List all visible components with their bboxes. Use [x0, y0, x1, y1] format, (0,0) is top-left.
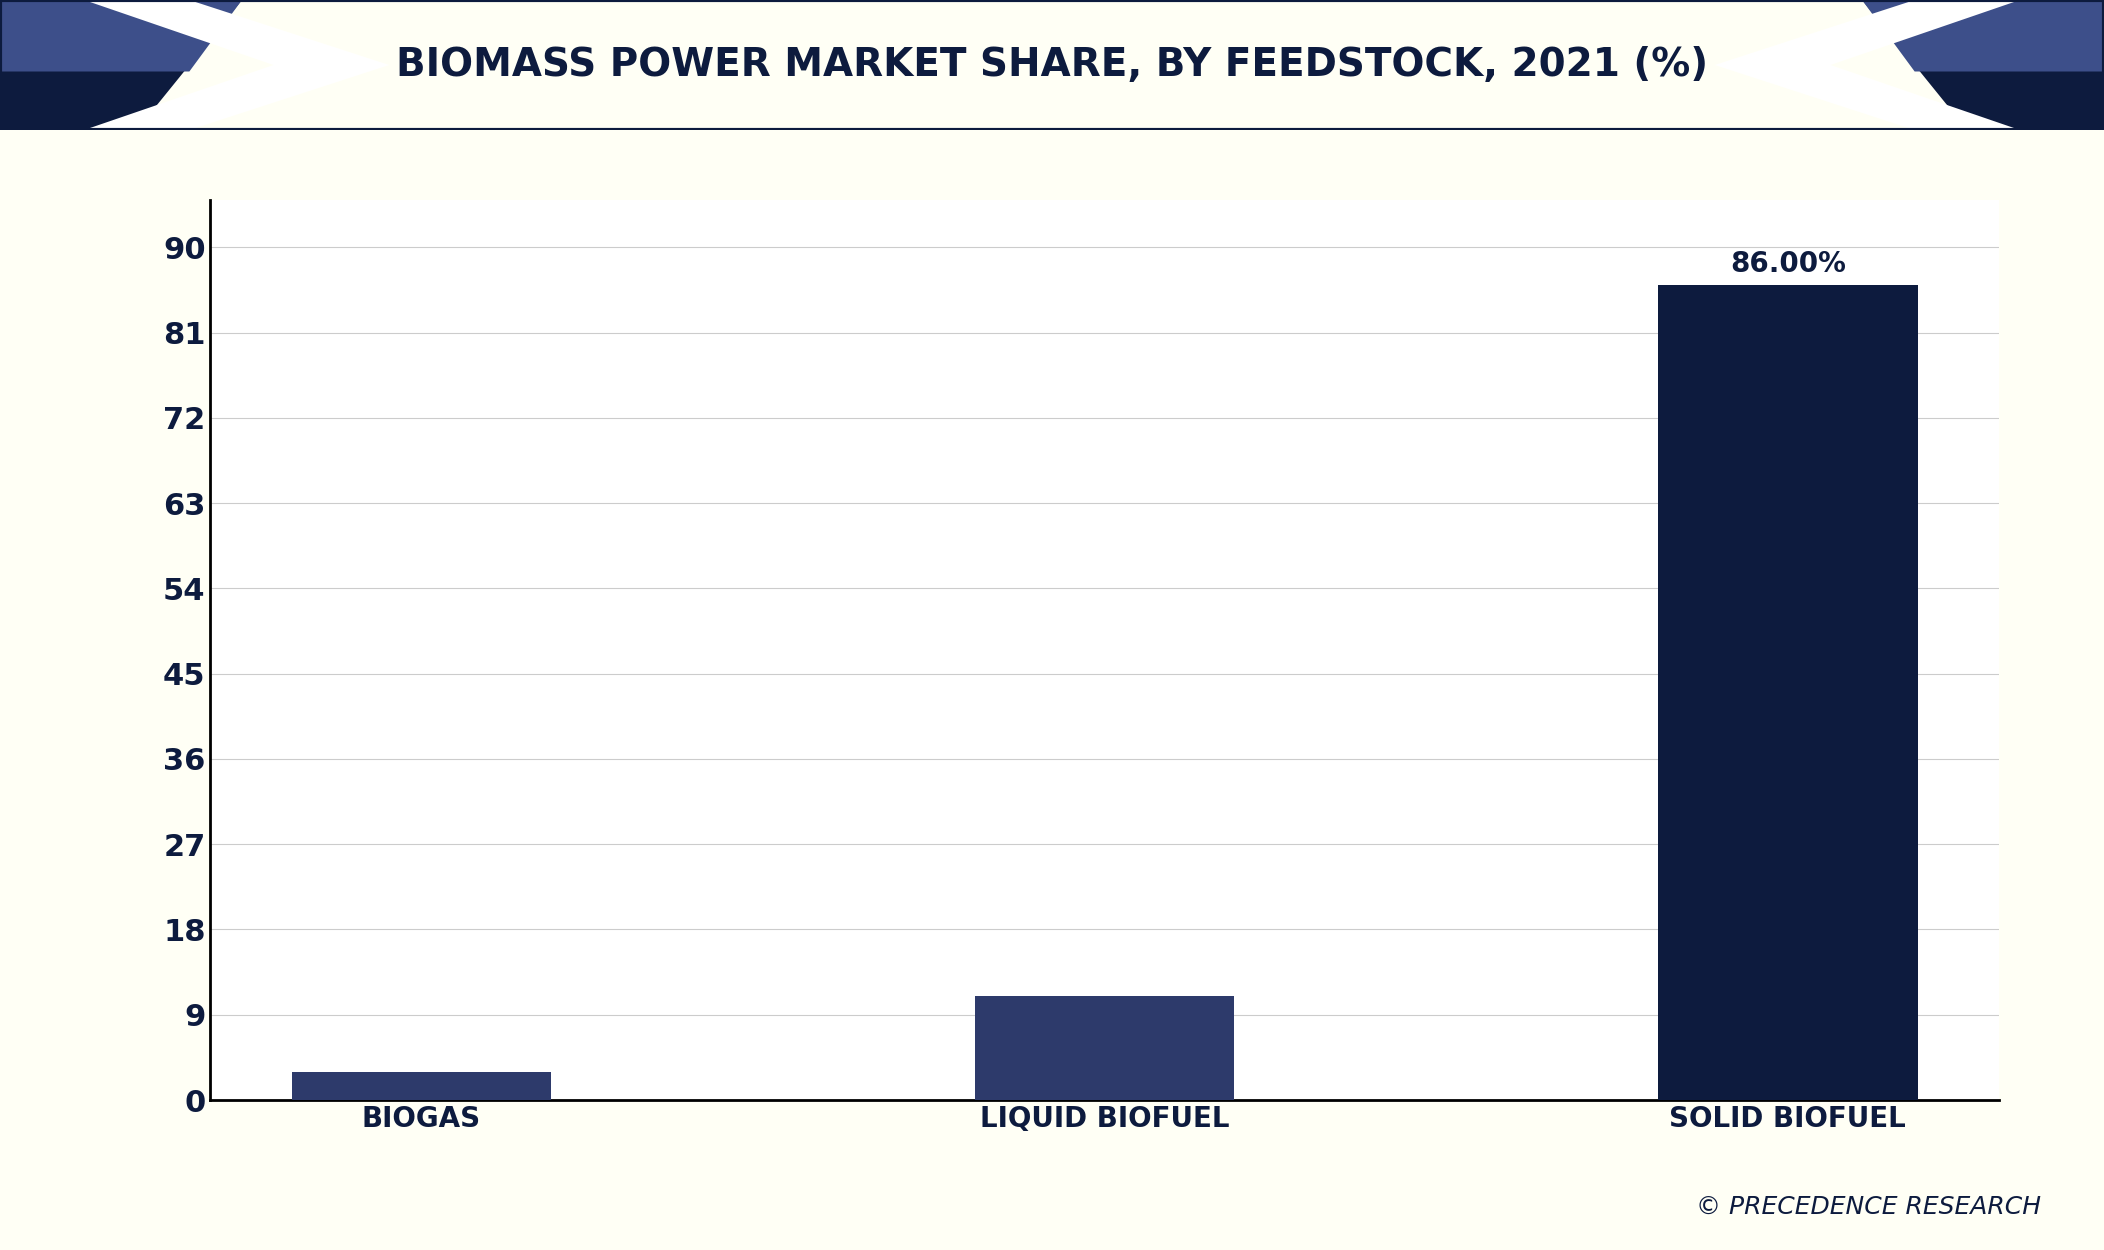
Polygon shape [0, 0, 242, 71]
Polygon shape [84, 0, 389, 130]
Bar [974, 996, 1235, 1100]
Polygon shape [1862, 0, 2104, 130]
Polygon shape [1862, 0, 2104, 71]
Polygon shape [1715, 0, 2020, 130]
Bar [1658, 285, 1917, 1100]
Bar [292, 1071, 551, 1100]
Text: BIOMASS POWER MARKET SHARE, BY FEEDSTOCK, 2021 (%): BIOMASS POWER MARKET SHARE, BY FEEDSTOCK… [396, 46, 1708, 84]
Text: 86.00%: 86.00% [1729, 250, 1845, 278]
Text: © PRECEDENCE RESEARCH: © PRECEDENCE RESEARCH [1696, 1195, 2041, 1219]
Polygon shape [0, 0, 242, 130]
